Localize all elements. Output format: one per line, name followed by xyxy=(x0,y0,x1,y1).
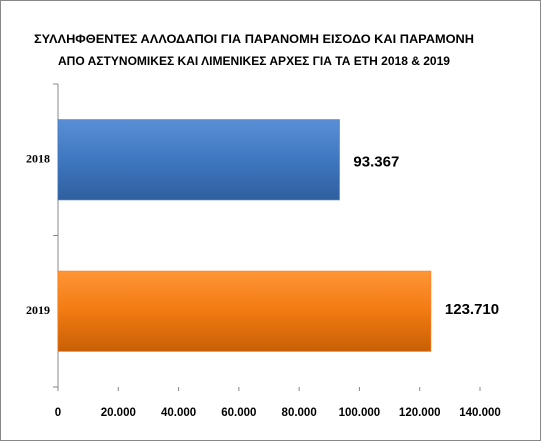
bar xyxy=(57,270,432,352)
x-tick-label: 100.000 xyxy=(339,407,381,419)
y-tick-label: 2018 xyxy=(26,152,50,166)
x-tick-label: 60.000 xyxy=(221,407,256,419)
bar xyxy=(57,119,340,201)
chart-title: ΣΥΛΛΗΦΘΕΝΤΕΣ ΑΛΛΟΔΑΠΟΙ ΓΙΑ ΠΑΡΑΝΟΜΗ ΕΙΣΟ… xyxy=(34,32,474,46)
x-tick-label: 80.000 xyxy=(282,407,317,419)
x-tick-label: 0 xyxy=(55,407,61,419)
data-label: 93.367 xyxy=(353,154,399,171)
x-tick-label: 140.000 xyxy=(459,407,501,419)
y-tick-label: 2019 xyxy=(26,303,50,317)
data-label: 123.710 xyxy=(445,301,499,318)
x-tick-label: 120.000 xyxy=(399,407,441,419)
x-tick-label: 40.000 xyxy=(161,407,196,419)
chart-title: ΑΠΟ ΑΣΤΥΝΟΜΙΚΕΣ ΚΑΙ ΛΙΜΕΝΙΚΕΣ ΑΡΧΕΣ ΓΙΑ … xyxy=(58,54,450,68)
x-tick-label: 20.000 xyxy=(101,407,136,419)
